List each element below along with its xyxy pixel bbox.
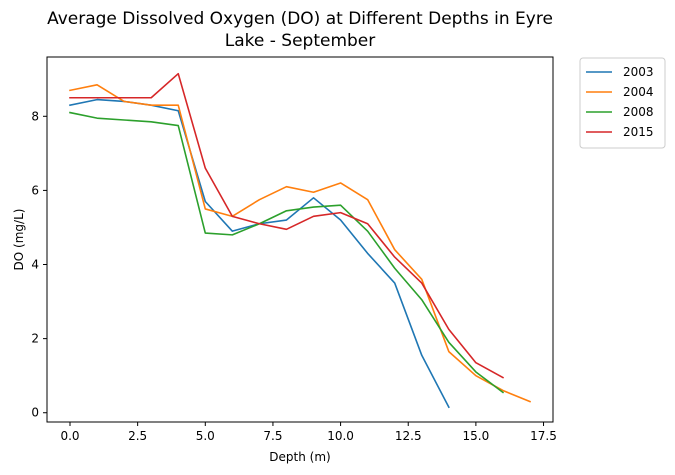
y-tick-label: 4 xyxy=(31,258,39,272)
plot-frame xyxy=(46,56,554,423)
series-lines xyxy=(69,72,532,409)
legend-label-2008: 2008 xyxy=(623,105,654,119)
legend-label-2015: 2015 xyxy=(623,125,654,139)
chart-title-line-2: Lake - September xyxy=(225,31,376,51)
y-axis-ticks: 0 2 4 6 8 xyxy=(31,109,47,420)
x-tick-label: 12.5 xyxy=(395,429,422,443)
legend-frame xyxy=(579,57,666,149)
legend: 2003 2004 2008 2015 xyxy=(579,57,666,149)
x-tick-label: 0.0 xyxy=(60,429,79,443)
x-tick-label: 5.0 xyxy=(196,429,215,443)
series-line-2008 xyxy=(69,111,505,394)
x-tick-label: 15.0 xyxy=(463,429,490,443)
x-tick-label: 10.0 xyxy=(327,429,354,443)
x-tick-label: 2.5 xyxy=(128,429,147,443)
x-axis-ticks: 0.0 2.5 5.0 7.5 10.0 12.5 15.0 17.5 xyxy=(60,422,557,443)
chart-title-line-1: Average Dissolved Oxygen (DO) at Differe… xyxy=(47,9,553,29)
x-tick-label: 7.5 xyxy=(263,429,282,443)
series-line-2004 xyxy=(69,83,532,403)
legend-label-2004: 2004 xyxy=(623,85,654,99)
y-tick-label: 6 xyxy=(31,183,39,197)
x-tick-label: 17.5 xyxy=(530,429,557,443)
legend-items: 2003 2004 2008 2015 xyxy=(586,65,654,139)
y-tick-label: 0 xyxy=(31,406,39,420)
y-tick-label: 8 xyxy=(31,109,39,123)
x-axis-label: Depth (m) xyxy=(269,450,330,464)
y-tick-label: 2 xyxy=(31,332,39,346)
legend-label-2003: 2003 xyxy=(623,65,654,79)
series-line-2015 xyxy=(69,72,505,379)
y-axis-label: DO (mg/L) xyxy=(12,209,26,271)
